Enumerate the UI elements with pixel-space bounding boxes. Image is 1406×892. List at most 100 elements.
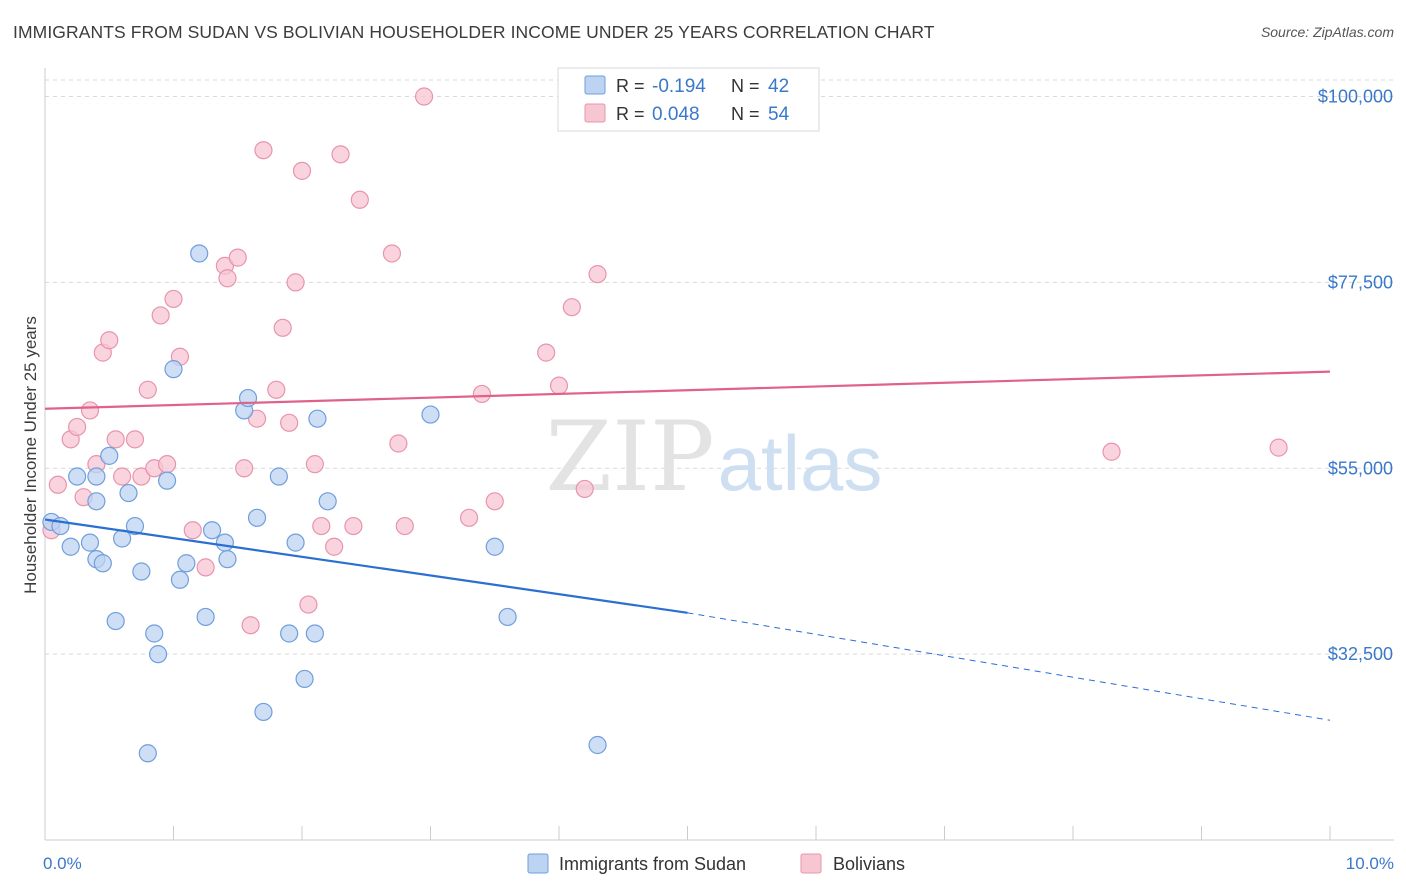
x-tick-label-max: 10.0% [1346, 854, 1394, 873]
sudan-point [295, 669, 314, 689]
sudan-point [68, 467, 87, 486]
bolivia-point [562, 298, 581, 317]
legend-label-sudan: Immigrants from Sudan [559, 854, 746, 874]
sudan-point [170, 570, 190, 589]
sudan-point [305, 624, 324, 643]
sudan-point [202, 521, 222, 540]
sudan-point [196, 607, 215, 627]
sudan-point [145, 624, 164, 643]
legend-swatch-bolivia [800, 853, 822, 874]
bolivia-point [241, 616, 260, 635]
sudan-point [106, 611, 125, 631]
bolivia-point [588, 265, 607, 284]
bolivia-point [280, 413, 299, 432]
series-legend: Immigrants from Sudan Bolivians [527, 853, 905, 874]
bolivia-point [183, 521, 202, 540]
legend-label-bolivia: Bolivians [833, 854, 905, 874]
sudan-point [308, 409, 327, 428]
bolivia-point [299, 595, 318, 614]
r-value-sudan: -0.194 [652, 76, 706, 97]
bolivia-point [80, 401, 100, 420]
sudan-point [132, 562, 151, 581]
sudan-point [269, 467, 288, 486]
sudan-point [588, 735, 607, 755]
bolivia-point [350, 190, 369, 209]
sudan-point [286, 533, 305, 552]
bolivia-point [196, 558, 215, 577]
bolivia-point [273, 318, 292, 337]
sudan-point [280, 624, 299, 643]
stats-legend: R = -0.194 N = 42 R = 0.048 N = 54 [557, 67, 820, 132]
bolivia-point [218, 269, 237, 288]
r-label-bolivia: R = [616, 104, 645, 124]
bolivia-point [344, 516, 363, 536]
sudan-point [254, 702, 273, 722]
sudan-point [177, 554, 196, 573]
bolivia-point [112, 467, 132, 486]
bolivia-point [157, 455, 177, 474]
bolivia-point [286, 273, 305, 292]
watermark-atlas: atlas [718, 419, 883, 507]
sudan-point [119, 483, 138, 503]
sudan-point [157, 471, 177, 490]
sudan-point [215, 533, 234, 552]
y-tick-label: $55,000 [1328, 458, 1393, 478]
bolivia-point [414, 87, 434, 106]
bolivia-point [459, 508, 479, 527]
bolivia-point [485, 492, 504, 511]
n-label-bolivia: N = [731, 104, 760, 124]
bolivia-point [312, 516, 331, 536]
sudan-point [247, 508, 267, 527]
sudan-swatch [584, 75, 606, 95]
bolivia-point [100, 331, 119, 350]
trend-lines [44, 370, 1331, 721]
bolivia-point [325, 537, 344, 556]
y-axis-label: Householder Income Under 25 years [21, 316, 40, 594]
bolivia-swatch [584, 103, 606, 123]
sudan-point [87, 467, 106, 486]
source-credit: Source: ZipAtlas.com [1260, 24, 1394, 40]
n-value-sudan: 42 [768, 76, 789, 97]
bolivia-point [389, 434, 408, 453]
sudan-point [87, 492, 106, 511]
bolivia-point [254, 141, 273, 160]
watermark: ZIP atlas [545, 401, 882, 513]
bolivia-point [537, 343, 556, 362]
r-value-bolivia: 0.048 [652, 104, 700, 125]
bolivia-point [125, 430, 145, 449]
chart-title: IMMIGRANTS FROM SUDAN VS BOLIVIAN HOUSEH… [13, 22, 935, 42]
sudan-point [80, 533, 100, 552]
sudan-point [61, 537, 80, 556]
watermark-zip: ZIP [545, 401, 714, 513]
bolivia-point [305, 455, 324, 474]
sudan-point [125, 516, 145, 536]
sudan-point [138, 744, 157, 763]
bolivia-point [138, 380, 157, 399]
bolivia-point [395, 516, 414, 536]
bolivia-point [151, 306, 170, 325]
bolivia-point [247, 409, 267, 428]
sudan-point [318, 492, 337, 511]
bolivia-point [132, 467, 151, 486]
bolivia-point [48, 475, 67, 494]
y-tick-label: $77,500 [1328, 272, 1393, 292]
bolivia-point [228, 248, 247, 267]
bolivia-point [1102, 442, 1121, 461]
sudan-trend-extension [687, 612, 1331, 721]
bolivia-point [164, 289, 183, 309]
grid-lines [45, 79, 1394, 655]
sudan-point [190, 244, 209, 263]
sudan-point [218, 550, 237, 569]
bolivia-point [331, 145, 350, 164]
sudan-point [485, 537, 504, 556]
bolivia-point [575, 479, 594, 499]
sudan-point [498, 607, 517, 627]
bolivia-point [235, 459, 254, 478]
r-label-sudan: R = [616, 76, 645, 96]
legend-swatch-sudan [527, 853, 549, 874]
bolivia-point [292, 161, 312, 180]
bolivia-point [68, 417, 87, 437]
x-tick-label-min: 0.0% [43, 854, 82, 873]
sudan-point [93, 554, 112, 573]
